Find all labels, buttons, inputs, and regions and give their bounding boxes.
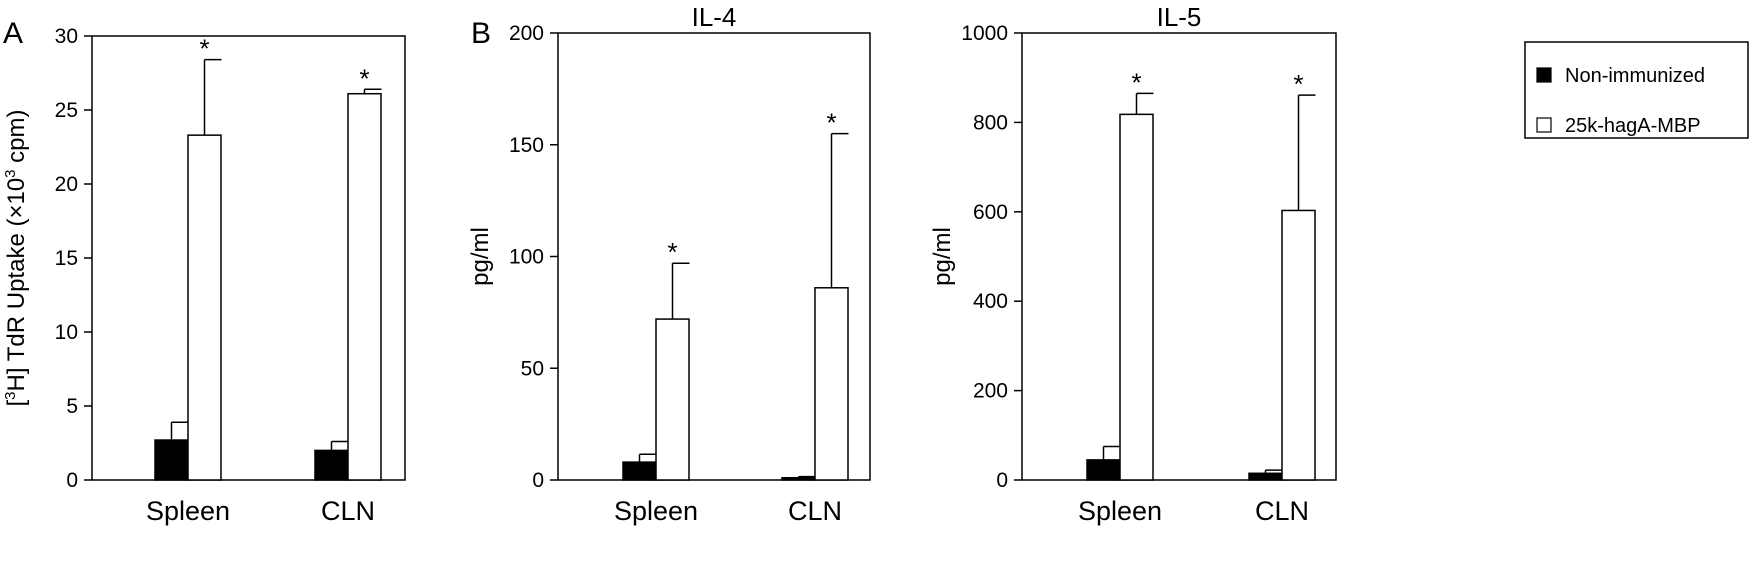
y-tick-label: 5 bbox=[66, 395, 78, 418]
bar bbox=[154, 439, 189, 481]
category-label: Spleen bbox=[146, 496, 230, 526]
chart-il5: 0 200 400 600 800 1000 Spleen CLN * * IL-5 pg/ml bbox=[929, 2, 1337, 526]
legend-box bbox=[1524, 41, 1749, 139]
y-axis-label: pg/ml bbox=[929, 227, 956, 286]
y-tick-label: 150 bbox=[509, 134, 544, 157]
category-label: CLN bbox=[788, 496, 842, 526]
significance-marker: * bbox=[826, 108, 836, 138]
y-axis-label-part: [ bbox=[3, 400, 30, 407]
bar bbox=[347, 92, 382, 481]
y-axis-label: pg/ml bbox=[467, 227, 494, 286]
y-tick-label: 25 bbox=[55, 99, 78, 122]
legend: Non-immunized 25k-hagA-MBP bbox=[1524, 41, 1749, 139]
y-tick-label: 400 bbox=[973, 290, 1008, 313]
y-tick-label: 0 bbox=[532, 469, 544, 492]
y-axis-label-part: 3 bbox=[2, 391, 19, 399]
legend-swatch-non-immunized bbox=[1536, 67, 1552, 83]
y-tick-label: 30 bbox=[55, 25, 78, 48]
y-tick-label: 0 bbox=[66, 469, 78, 492]
y-axis-label-part: cpm) bbox=[3, 109, 30, 169]
panel-letter-a: A bbox=[3, 17, 23, 50]
legend-swatch-25k-hagA-MBP bbox=[1536, 117, 1552, 133]
category-label: Spleen bbox=[1078, 496, 1162, 526]
y-tick-label: 10 bbox=[55, 321, 78, 344]
legend-label-non-immunized: Non-immunized bbox=[1565, 65, 1705, 87]
plot-frame bbox=[1021, 32, 1337, 481]
significance-marker: * bbox=[1131, 67, 1141, 97]
bar bbox=[1281, 209, 1316, 481]
y-tick-label: 200 bbox=[509, 22, 544, 45]
y-tick-label: 1000 bbox=[961, 22, 1008, 45]
significance-marker: * bbox=[359, 63, 369, 93]
bar bbox=[1119, 113, 1154, 481]
legend-label-25k-hagA-MBP: 25k-hagA-MBP bbox=[1565, 115, 1701, 137]
y-tick-label: 0 bbox=[996, 469, 1008, 492]
category-label: Spleen bbox=[614, 496, 698, 526]
y-tick-label: 100 bbox=[509, 246, 544, 269]
chart-title: IL-4 bbox=[692, 2, 737, 32]
bar bbox=[814, 287, 849, 481]
y-axis-label-part: H] TdR Uptake (×10 bbox=[3, 178, 30, 392]
y-tick-label: 15 bbox=[55, 247, 78, 270]
panel-letter-b: B bbox=[471, 17, 491, 50]
bar bbox=[622, 461, 657, 481]
significance-marker: * bbox=[667, 237, 677, 267]
category-label: CLN bbox=[321, 496, 375, 526]
y-axis-label-part: 3 bbox=[2, 169, 19, 177]
bar bbox=[314, 449, 349, 481]
significance-marker: * bbox=[1293, 69, 1303, 99]
y-tick-label: 200 bbox=[973, 380, 1008, 403]
y-tick-label: 20 bbox=[55, 173, 78, 196]
category-label: CLN bbox=[1255, 496, 1309, 526]
y-tick-label: 800 bbox=[973, 111, 1008, 134]
chart-title: IL-5 bbox=[1157, 2, 1202, 32]
y-tick-label: 600 bbox=[973, 201, 1008, 224]
bar bbox=[187, 134, 222, 481]
chart-thymidine-uptake: 0 5 10 15 20 25 30 Spleen CLN * * [3H] TdR Uptake (… bbox=[2, 25, 406, 526]
y-tick-label: 50 bbox=[521, 357, 544, 380]
significance-marker: * bbox=[199, 34, 209, 64]
bar bbox=[1248, 472, 1283, 481]
y-axis-label: [3H] TdR Uptake (×103 cpm) bbox=[2, 109, 30, 406]
bar bbox=[655, 318, 690, 481]
bar bbox=[781, 477, 816, 481]
bar bbox=[1086, 459, 1121, 481]
chart-il4: 0 50 100 150 200 Spleen CLN * * IL-4 pg/ml bbox=[467, 2, 871, 526]
